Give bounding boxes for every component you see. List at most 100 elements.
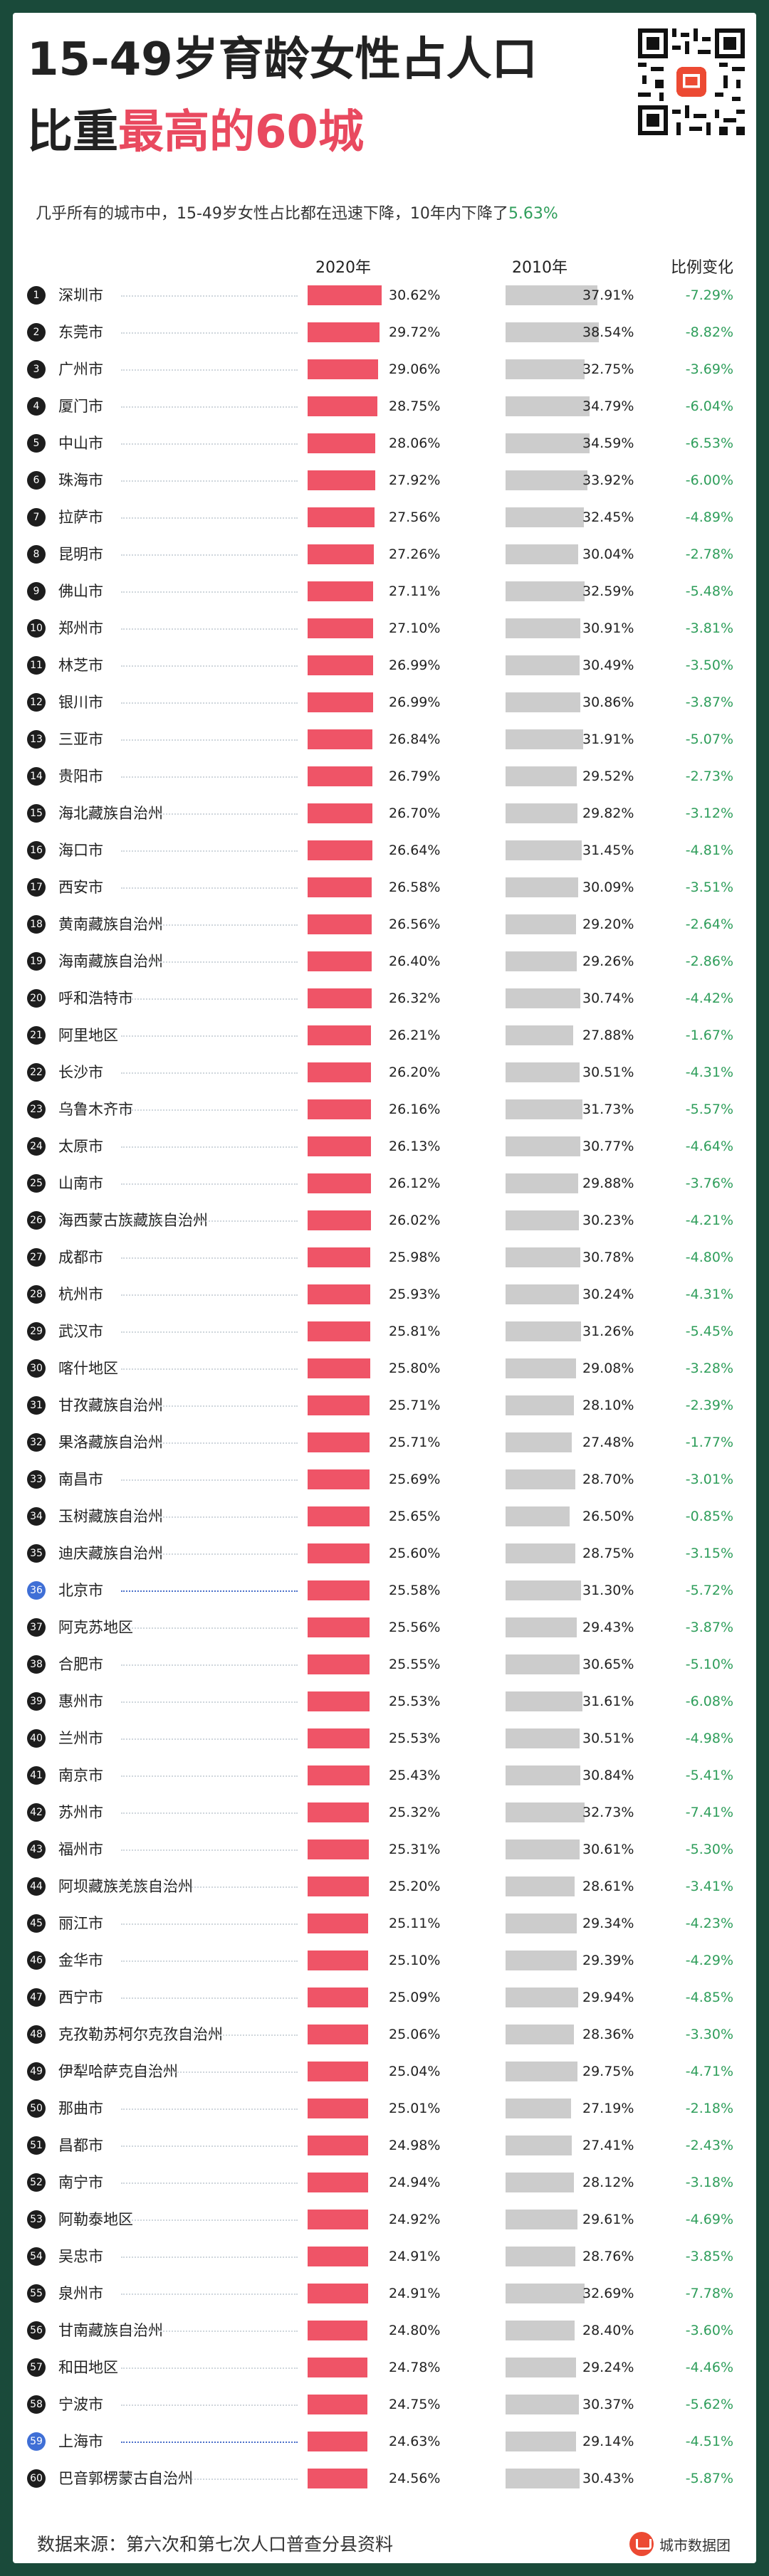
change-value: -3.18% [685,2175,733,2190]
leader-dots [121,1331,298,1333]
bar-2010 [506,1691,582,1711]
leader-dots [121,406,298,408]
city-label: 苏州市 [58,1804,103,1821]
change-value: -4.21% [685,1213,733,1228]
bar-2020 [308,766,373,786]
value-2010: 31.73% [582,1102,634,1117]
value-2020: 26.58% [389,880,441,895]
value-2020: 26.99% [389,658,441,673]
city-label: 成都市 [58,1249,103,1266]
bar-2020 [308,359,378,379]
rank-badge: 7 [27,508,46,527]
bar-2010 [506,1951,577,1970]
rank-badge: 37 [27,1618,46,1637]
value-2020: 25.09% [389,1990,441,2005]
page-title-line1: 15-49岁育龄女性占人口 [27,33,538,86]
bar-2020 [308,655,373,675]
bar-2010 [506,1210,579,1230]
table-row: 25 山南市 26.12% 29.88% -3.76% [0,1166,769,1201]
value-2020: 25.98% [389,1250,441,1265]
table-row: 37 阿克苏地区 25.56% 29.43% -3.87% [0,1610,769,1645]
change-value: -4.31% [685,1287,733,1302]
value-2020: 24.63% [389,2434,441,2449]
rank-badge: 45 [27,1914,46,1933]
table-row: 2 东莞市 29.72% 38.54% -8.82% [0,315,769,350]
change-value: -2.43% [685,2138,733,2153]
bar-2010 [506,2136,572,2155]
table-row: 51 昌都市 24.98% 27.41% -2.43% [0,2128,769,2163]
value-2010: 29.08% [582,1361,634,1376]
rank-badge: 54 [27,2247,46,2266]
rank-badge: 42 [27,1803,46,1822]
change-value: -2.78% [685,547,733,562]
value-2010: 30.09% [582,880,634,895]
value-2010: 30.91% [582,621,634,636]
change-value: -3.87% [685,1620,733,1635]
leader-dots [121,2293,298,2295]
value-2020: 25.53% [389,1731,441,1746]
bar-2020 [308,1913,369,1933]
city-label: 拉萨市 [58,509,103,526]
value-2020: 24.92% [389,2212,441,2227]
bar-2020 [308,803,372,823]
rank-badge: 22 [27,1063,46,1082]
infographic-card [13,13,756,2563]
bar-2020 [308,1506,370,1526]
value-2020: 25.01% [389,2101,441,2116]
change-value: -2.86% [685,954,733,969]
table-row: 16 海口市 26.64% 31.45% -4.81% [0,833,769,868]
table-row: 10 郑州市 27.10% 30.91% -3.81% [0,611,769,646]
bar-2010 [506,2395,580,2414]
table-row: 50 那曲市 25.01% 27.19% -2.18% [0,2091,769,2126]
change-value: -3.01% [685,1472,733,1487]
rank-badge: 56 [27,2321,46,2340]
value-2020: 26.16% [389,1102,441,1117]
value-2010: 32.45% [582,510,634,525]
rank-badge: 4 [27,397,46,416]
table-row: 40 兰州市 25.53% 30.51% -4.98% [0,1721,769,1756]
change-value: -5.41% [685,1768,733,1783]
rank-badge: 31 [27,1396,46,1415]
rank-badge: 9 [27,582,46,601]
bar-2010 [506,2062,578,2081]
value-2020: 28.06% [389,436,441,451]
bar-2020 [308,1136,371,1156]
data-source-note: 数据来源：第六次和第七次人口普查分县资料 [37,2534,394,2555]
bar-2010 [506,1839,580,1859]
bar-2010 [506,1802,585,1822]
leader-dots [121,2442,298,2443]
leader-dots [121,1590,298,1592]
value-2010: 29.20% [582,917,634,932]
rank-badge: 15 [27,804,46,823]
bar-2010 [506,581,585,601]
value-2010: 29.82% [582,806,634,821]
table-row: 32 果洛藏族自治州 25.71% 27.48% -1.77% [0,1425,769,1460]
bar-2020 [308,2099,368,2118]
leader-dots [121,1368,298,1370]
table-row: 56 甘南藏族自治州 24.80% 28.40% -3.60% [0,2313,769,2348]
bar-2010 [506,1617,577,1637]
city-label: 西宁市 [58,1989,103,2006]
bar-2020 [308,1580,370,1600]
table-row: 1 深圳市 30.62% 37.91% -7.29% [0,278,769,313]
city-label: 兰州市 [58,1730,103,1747]
bar-2010 [506,1432,572,1452]
leader-dots [121,1664,298,1666]
rank-badge: 30 [27,1359,46,1378]
rank-badge: 10 [27,619,46,638]
bar-2010 [506,1136,580,1156]
qr-code-icon [638,28,745,135]
bar-2020 [308,618,374,638]
change-value: -3.30% [685,2027,733,2042]
city-label: 广州市 [58,361,103,378]
city-label: 武汉市 [58,1323,103,1340]
bar-2020 [308,1210,371,1230]
table-row: 8 昆明市 27.26% 30.04% -2.78% [0,537,769,572]
table-row: 57 和田地区 24.78% 29.24% -4.46% [0,2350,769,2385]
bar-2010 [506,988,580,1008]
value-2010: 27.88% [582,1028,634,1043]
bar-2020 [308,988,372,1008]
value-2020: 25.71% [389,1398,441,1413]
value-2010: 30.86% [582,695,634,710]
city-label: 阿里地区 [58,1027,118,1044]
